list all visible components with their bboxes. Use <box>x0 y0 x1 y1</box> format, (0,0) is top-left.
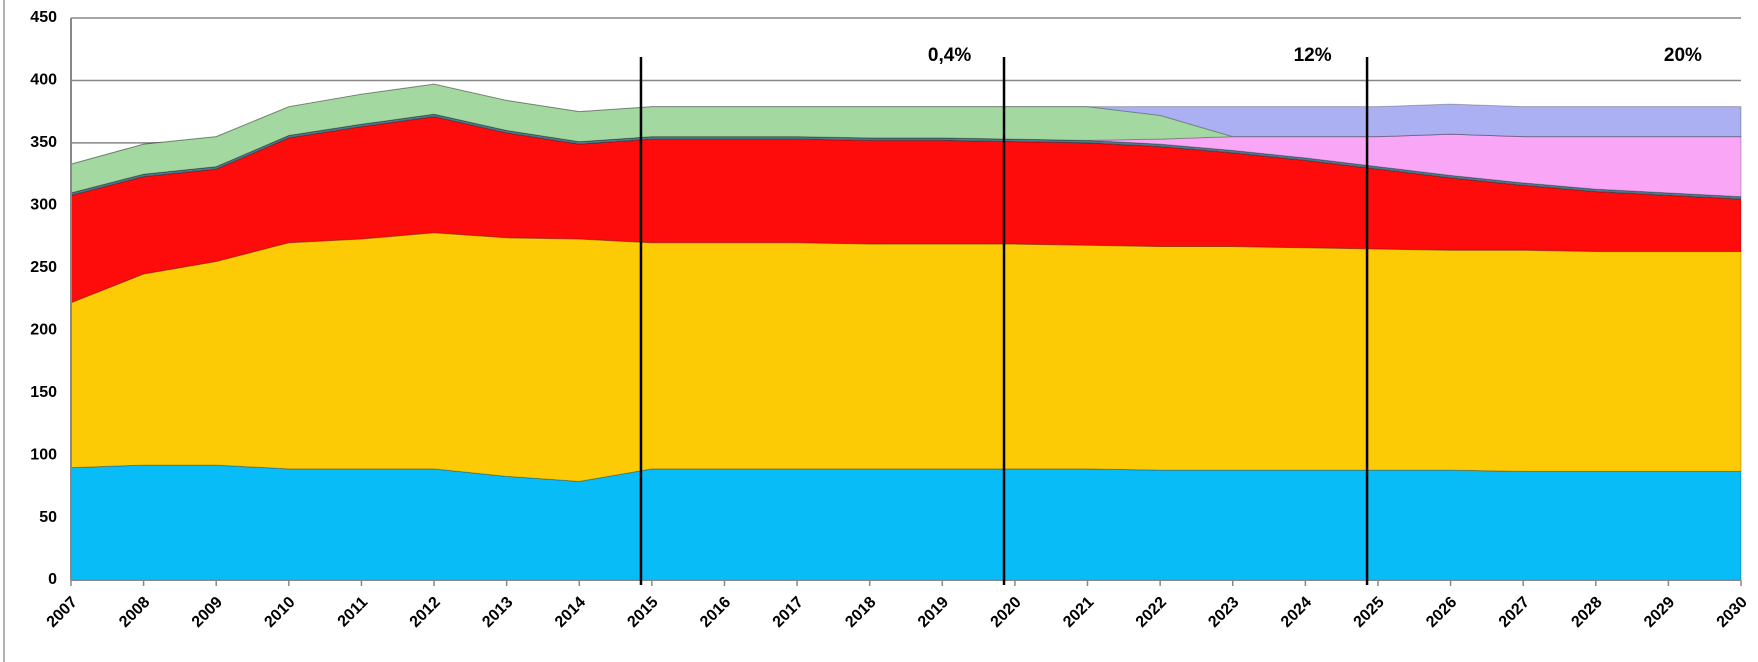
x-tick-label: 2026 <box>1423 594 1460 631</box>
x-tick-label: 2015 <box>624 594 661 631</box>
x-tick-label: 2021 <box>1060 594 1097 631</box>
y-tick-label: 250 <box>30 259 57 276</box>
y-tick-label: 50 <box>39 509 57 526</box>
y-tick-label: 350 <box>30 134 57 151</box>
x-tick-label: 2009 <box>189 594 226 631</box>
annotation: 0,4% <box>928 45 971 66</box>
y-tick-label: 450 <box>30 9 57 26</box>
x-tick-label: 2023 <box>1205 594 1242 631</box>
y-tick-label: 150 <box>30 384 57 401</box>
x-tick-label: 2029 <box>1641 594 1678 631</box>
x-tick-label: 2018 <box>842 594 879 631</box>
x-tick-label: 2014 <box>552 594 589 631</box>
y-tick-label: 400 <box>30 72 57 89</box>
x-tick-label: 2024 <box>1278 594 1315 631</box>
x-tick-label: 2013 <box>479 594 516 631</box>
x-tick-label: 2007 <box>44 594 81 631</box>
x-tick-label: 2027 <box>1496 594 1533 631</box>
area <box>70 232 1742 482</box>
x-tick-label: 2030 <box>1714 594 1751 631</box>
y-tick-label: 100 <box>30 446 57 463</box>
x-tick-label: 2016 <box>697 594 734 631</box>
y-tick-label: 200 <box>30 321 57 338</box>
annotation: 20% <box>1664 45 1702 66</box>
area <box>70 464 1742 581</box>
y-tick-label: 0 <box>48 571 57 588</box>
annotation: 12% <box>1294 45 1332 66</box>
x-tick-label: 2011 <box>335 594 372 631</box>
x-tick-label: 2017 <box>770 594 807 631</box>
x-tick-label: 2028 <box>1568 594 1605 631</box>
x-tick-label: 2012 <box>407 594 444 631</box>
x-tick-label: 2010 <box>261 594 298 631</box>
x-tick-label: 2025 <box>1351 594 1388 631</box>
x-tick-label: 2019 <box>915 594 952 631</box>
x-tick-label: 2022 <box>1133 594 1170 631</box>
x-tick-label: 2020 <box>988 594 1025 631</box>
x-tick-label: 2008 <box>116 594 153 631</box>
y-tick-label: 300 <box>30 197 57 214</box>
